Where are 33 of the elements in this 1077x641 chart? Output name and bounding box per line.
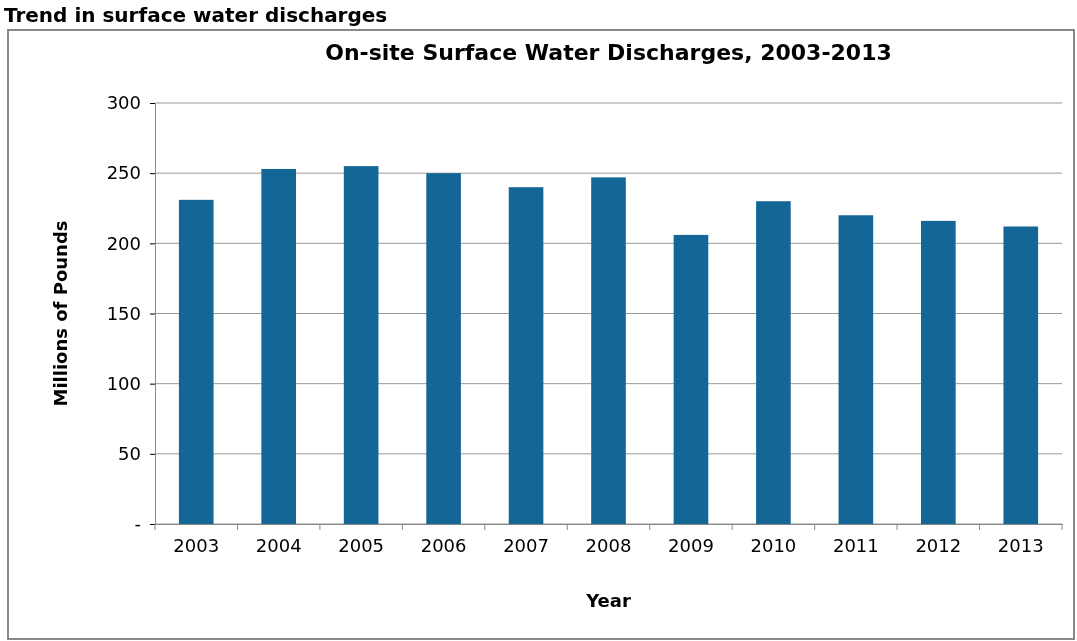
y-tick-label: 150: [106, 302, 141, 324]
y-tick-label: 250: [106, 162, 141, 184]
text: Trend in surface water discharges: [4, 3, 388, 27]
x-tick-label: 2010: [750, 535, 797, 557]
bar: [591, 177, 626, 524]
x-tick-label: 2003: [173, 535, 220, 557]
x-tick-label: 2011: [832, 535, 879, 557]
bar: [1003, 226, 1039, 524]
bar: [508, 187, 544, 524]
bar: [261, 168, 296, 524]
x-tick-label: 2007: [503, 535, 549, 557]
bar: [343, 166, 379, 524]
bar: [673, 234, 709, 524]
chart-title: On-site Surface Water Discharges, 2003-2013: [325, 40, 892, 65]
x-axis-title: Year: [585, 590, 631, 611]
bar: [921, 220, 956, 524]
x-tick-label: 2009: [668, 535, 714, 557]
x-tick-label: 2006: [420, 535, 467, 557]
y-tick-label: 50: [118, 443, 141, 465]
bar: [756, 201, 791, 524]
bar: [426, 173, 461, 524]
x-tick-label: 2012: [915, 535, 962, 557]
y-axis-title: Millions of Pounds: [50, 220, 71, 407]
x-tick-label: 2013: [997, 535, 1044, 557]
y-tick-label: 300: [106, 92, 141, 114]
x-tick-label: 2008: [585, 535, 632, 557]
y-tick-label: -: [134, 513, 141, 535]
bar: [838, 215, 874, 524]
y-tick-label: 200: [106, 232, 141, 254]
x-tick-label: 2005: [338, 535, 385, 557]
bar: [178, 199, 214, 524]
y-tick-label: 100: [106, 372, 141, 394]
x-tick-label: 2004: [255, 535, 302, 557]
